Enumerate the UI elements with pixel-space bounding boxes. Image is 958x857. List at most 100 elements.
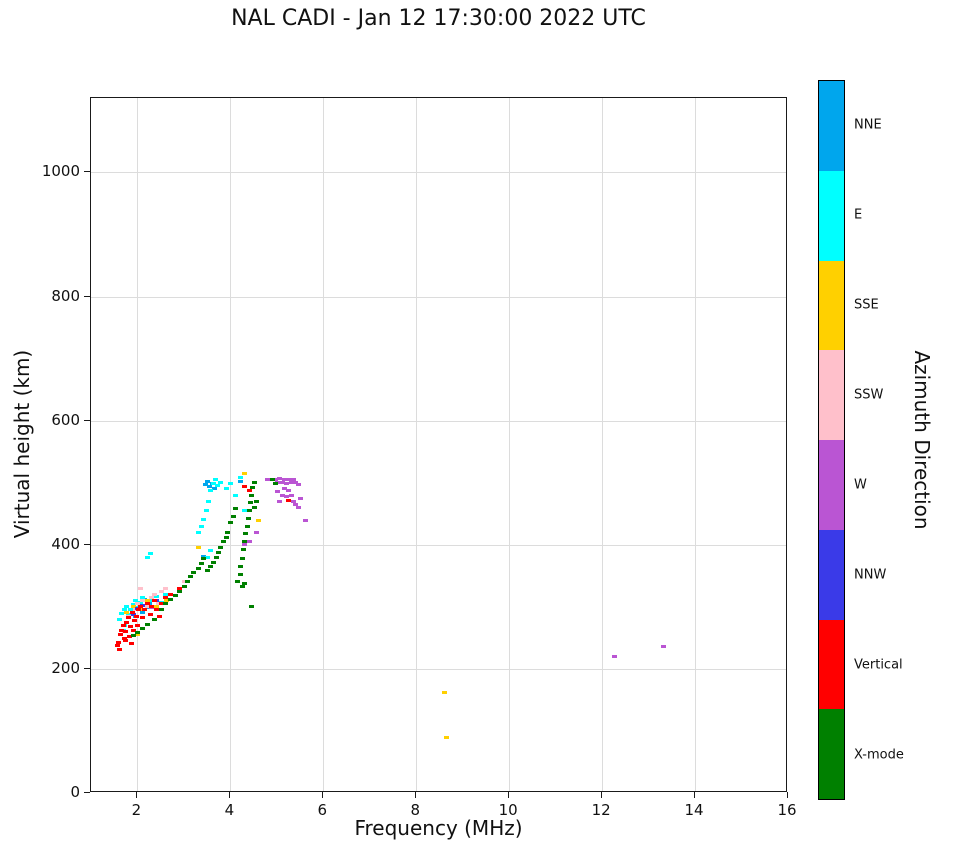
scatter-point xyxy=(293,481,299,485)
scatter-point xyxy=(244,524,250,528)
scatter-point xyxy=(242,484,248,488)
x-gridline xyxy=(323,98,325,791)
scatter-point xyxy=(149,595,155,599)
scatter-point xyxy=(284,495,290,499)
scatter-point xyxy=(136,608,142,612)
scatter-point xyxy=(201,517,207,521)
colorbar-segment-x-mode xyxy=(819,709,844,799)
plot-area xyxy=(90,97,787,792)
scatter-point xyxy=(201,556,207,560)
scatter-point xyxy=(235,580,241,584)
x-gridline xyxy=(602,98,604,791)
scatter-point xyxy=(233,507,239,511)
scatter-point xyxy=(152,599,158,602)
scatter-point xyxy=(242,472,248,476)
scatter-point xyxy=(126,614,132,618)
colorbar-label: E xyxy=(854,207,863,223)
scatter-point xyxy=(167,597,173,601)
scatter-point xyxy=(130,602,136,606)
scatter-point xyxy=(184,580,190,584)
scatter-point xyxy=(158,602,164,606)
x-tick-mark xyxy=(136,792,138,798)
scatter-point xyxy=(284,481,290,485)
scatter-point xyxy=(295,505,301,509)
scatter-point xyxy=(286,488,292,492)
scatter-point xyxy=(195,546,201,550)
scatter-point xyxy=(249,493,255,497)
scatter-point xyxy=(125,616,131,620)
scatter-point xyxy=(228,521,234,525)
scatter-point xyxy=(444,736,450,740)
scatter-point xyxy=(242,543,248,547)
scatter-point xyxy=(291,478,297,481)
y-tick-mark xyxy=(84,543,90,545)
scatter-point xyxy=(138,605,144,609)
scatter-point xyxy=(207,485,213,489)
scatter-point xyxy=(215,484,221,488)
scatter-point xyxy=(163,595,169,599)
x-tick-label: 12 xyxy=(591,801,611,819)
x-tick-mark xyxy=(508,792,510,798)
scatter-point xyxy=(246,509,252,513)
scatter-point xyxy=(210,560,216,564)
scatter-point xyxy=(245,517,251,521)
y-tick-mark xyxy=(84,792,90,793)
colorbar-segment-vertical xyxy=(819,619,844,710)
y-gridline xyxy=(91,544,786,546)
colorbar xyxy=(818,80,845,800)
scatter-point xyxy=(167,592,173,596)
y-tick-label: 400 xyxy=(51,534,80,553)
colorbar-label: NNE xyxy=(854,117,882,133)
scatter-point xyxy=(130,634,136,638)
scatter-point xyxy=(274,490,280,494)
colorbar-label: NNW xyxy=(854,567,887,583)
y-axis-label: Virtual height (km) xyxy=(10,349,34,539)
x-tick-mark xyxy=(415,792,417,798)
y-tick-mark xyxy=(84,295,90,297)
scatter-point xyxy=(144,602,150,606)
scatter-point xyxy=(243,531,249,535)
scatter-point xyxy=(288,493,294,497)
scatter-point xyxy=(135,630,141,634)
scatter-point xyxy=(237,564,243,568)
scatter-point xyxy=(116,648,122,652)
scatter-point xyxy=(298,496,304,500)
scatter-point xyxy=(288,481,294,485)
colorbar-segment-ssw xyxy=(819,350,844,440)
scatter-point xyxy=(277,477,283,481)
scatter-point xyxy=(198,561,204,565)
x-gridline xyxy=(695,98,697,791)
scatter-point xyxy=(115,641,121,645)
scatter-point xyxy=(117,633,123,637)
scatter-point xyxy=(154,594,160,598)
scatter-point xyxy=(205,555,211,559)
y-tick-label: 1000 xyxy=(41,162,80,181)
scatter-point xyxy=(253,530,259,534)
x-tick-label: 16 xyxy=(777,801,797,819)
scatter-point xyxy=(231,515,237,519)
scatter-point xyxy=(254,499,260,503)
scatter-point xyxy=(442,690,448,694)
scatter-point xyxy=(129,611,135,615)
scatter-point xyxy=(144,556,150,560)
scatter-point xyxy=(191,571,197,575)
scatter-point xyxy=(240,548,246,552)
scatter-point xyxy=(124,620,130,624)
scatter-point xyxy=(207,564,213,568)
scatter-point xyxy=(133,599,139,602)
scatter-point xyxy=(181,585,187,589)
scatter-point xyxy=(256,518,262,522)
scatter-point xyxy=(140,595,146,599)
colorbar-segment-e xyxy=(819,170,844,261)
y-gridline xyxy=(91,172,786,174)
colorbar-segment-w xyxy=(819,440,844,530)
scatter-point xyxy=(130,605,136,609)
scatter-point xyxy=(286,499,292,503)
x-tick-mark xyxy=(229,792,231,798)
scatter-point xyxy=(127,635,133,638)
y-tick-label: 600 xyxy=(51,410,80,429)
x-gridline xyxy=(230,98,232,791)
x-tick-mark xyxy=(322,792,324,798)
colorbar-segment-sse xyxy=(819,260,844,351)
scatter-point xyxy=(249,605,255,609)
